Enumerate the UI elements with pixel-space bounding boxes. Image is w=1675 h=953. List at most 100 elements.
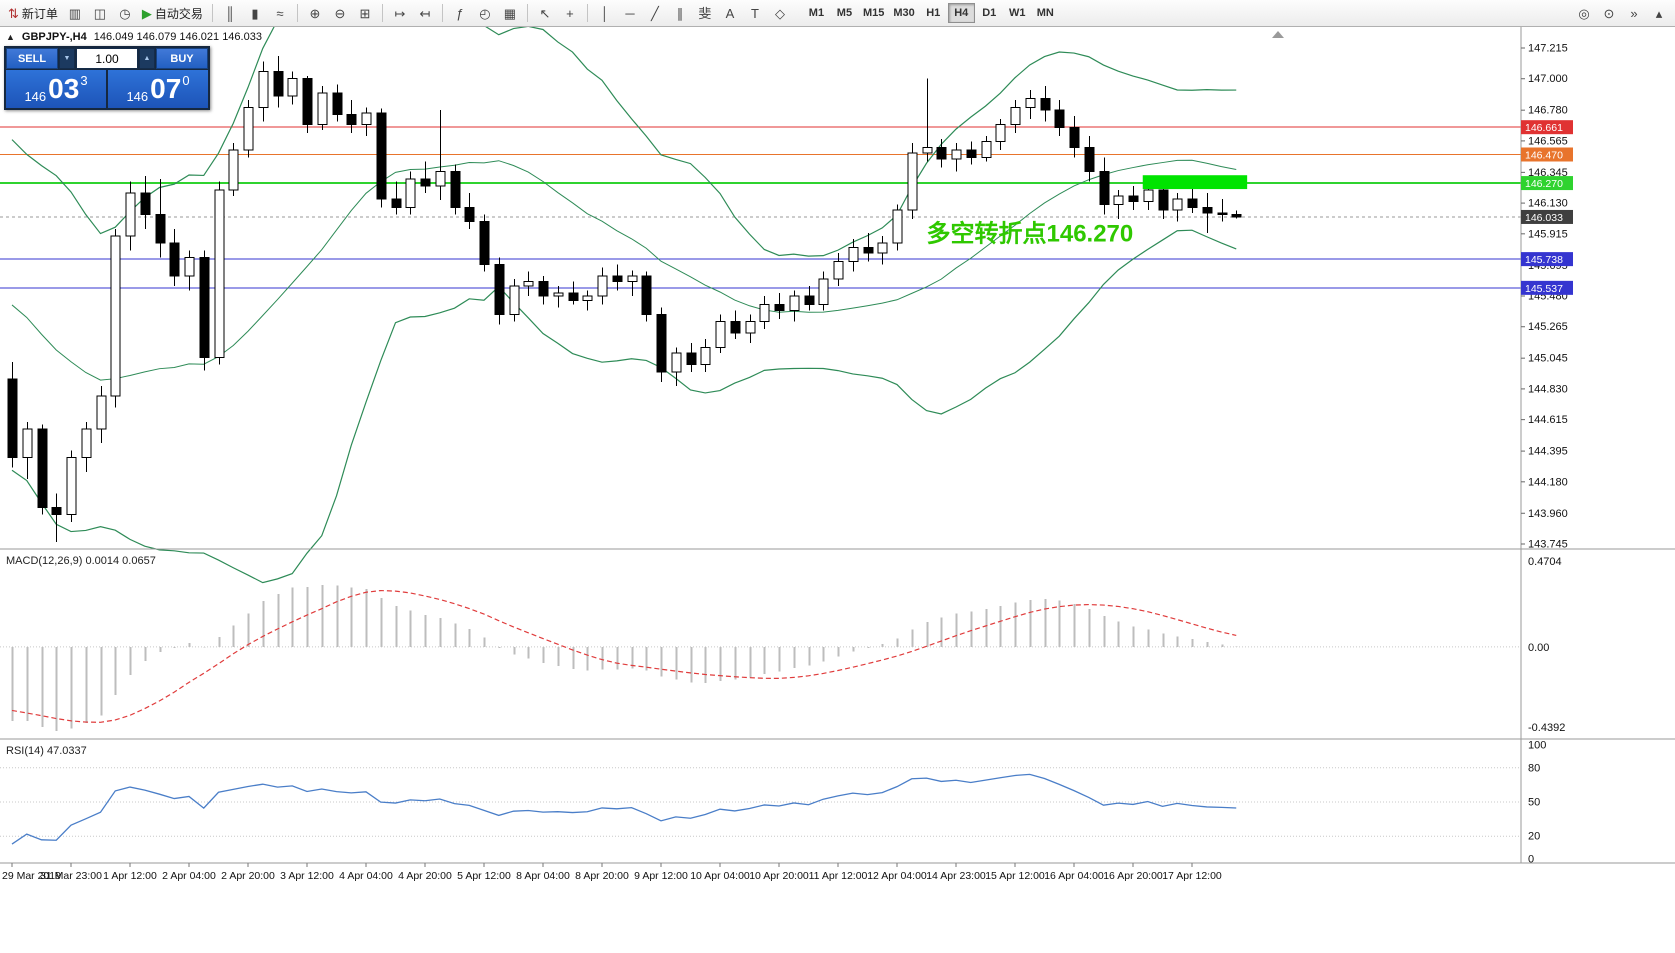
rsi-indicator-label: RSI(14) 47.0337 [6, 745, 87, 757]
rsi-line[interactable] [11, 773, 1237, 845]
indicators-button[interactable]: ƒ [448, 2, 472, 24]
candle-body [774, 304, 785, 311]
candle-body [641, 275, 652, 316]
candle-body [125, 192, 136, 237]
candle-body [1231, 214, 1242, 218]
volume-up-button[interactable]: ▲ [139, 48, 155, 69]
price-tick-label: 147.000 [1528, 73, 1568, 85]
candle-body [184, 256, 195, 277]
sell-button[interactable]: SELL [6, 48, 58, 69]
price-tag-label: 146.661 [1525, 122, 1563, 134]
auto-scroll-button[interactable]: ↦ [388, 2, 412, 24]
timeframe-w1-button[interactable]: W1 [1004, 3, 1031, 23]
timeframe-h1-button[interactable]: H1 [920, 3, 947, 23]
new-order-button[interactable]: ⇅ 新订单 [4, 2, 62, 24]
sell-price-pips: 03 [48, 73, 80, 104]
line-chart-button[interactable]: ≈ [268, 2, 292, 24]
chart-window-button[interactable]: ▥ [63, 2, 87, 24]
buy-price-display[interactable]: 146 07 0 [108, 70, 208, 108]
templates-button[interactable]: ▦ [498, 2, 522, 24]
time-axis-label: 16 Apr 20:00 [1103, 870, 1163, 882]
text-button[interactable]: A [718, 2, 742, 24]
crosshair-icon: + [566, 5, 574, 21]
rsi-scale-label: 20 [1528, 831, 1540, 843]
sell-price-display[interactable]: 146 03 3 [6, 70, 106, 108]
candlestick-chart-button[interactable]: ▮ [243, 2, 267, 24]
chart-shift-marker[interactable] [1272, 31, 1284, 38]
candle-body [1187, 198, 1198, 208]
price-tag-label: 145.738 [1525, 254, 1563, 266]
macd-scale-top: 0.4704 [1528, 556, 1562, 568]
price-tag [1521, 120, 1573, 135]
candle-body [951, 149, 962, 160]
candle-body [818, 278, 829, 306]
price-tick-label: 147.215 [1528, 43, 1568, 55]
timeframe-h4-button[interactable]: H4 [947, 3, 975, 23]
time-axis-label: 2 Apr 20:00 [221, 870, 275, 882]
tile-windows-button[interactable]: ⊞ [353, 2, 377, 24]
candle-body [317, 92, 328, 125]
zoom-out-button[interactable]: ⊖ [328, 2, 352, 24]
bar-chart-button[interactable]: ║ [218, 2, 242, 24]
community-button[interactable]: ◎ [1572, 2, 1596, 24]
autotrading-play-icon: ▶ [141, 5, 152, 21]
timeframe-mn-button[interactable]: MN [1032, 3, 1059, 23]
rsi-pane[interactable] [0, 739, 1675, 863]
autotrading-button[interactable]: ▶ 自动交易 [138, 2, 207, 24]
chart-shift-button[interactable]: ↤ [413, 2, 437, 24]
history-center-button[interactable]: ◷ [113, 2, 137, 24]
timeframe-m30-button[interactable]: M30 [889, 3, 918, 23]
candle-body [346, 113, 357, 125]
candle-body [553, 292, 564, 297]
chart-window-icon: ▥ [68, 5, 82, 21]
candle-body [981, 141, 992, 158]
horizontal-line-button[interactable]: ─ [618, 2, 642, 24]
annotation-text[interactable]: 多空转折点146.270 [927, 220, 1134, 248]
candle-body [494, 264, 505, 316]
trendline-button[interactable]: ╱ [643, 2, 667, 24]
macd-pane[interactable] [0, 549, 1675, 739]
search-button[interactable]: ⊙ [1597, 2, 1621, 24]
volume-input[interactable] [76, 48, 138, 69]
label-button[interactable]: T [743, 2, 767, 24]
bollinger-lower-band[interactable] [11, 229, 1237, 584]
bollinger-upper-band[interactable] [11, 0, 1237, 257]
one-click-collapse-arrow[interactable]: ▲ [6, 32, 15, 42]
crosshair-button[interactable]: + [558, 2, 582, 24]
shapes-icon: ◇ [774, 5, 785, 21]
timeframe-m5-button[interactable]: M5 [831, 3, 858, 23]
shapes-button[interactable]: ◇ [768, 2, 792, 24]
vertical-line-button[interactable]: │ [593, 2, 617, 24]
candle-body [228, 149, 239, 191]
candle-body [1084, 146, 1095, 173]
trade-panel-prices: 146 03 3 146 07 0 [6, 70, 208, 108]
buy-button[interactable]: BUY [156, 48, 208, 69]
annotation-rectangle[interactable] [1142, 175, 1248, 190]
cursor-arrow-icon: ↖ [539, 5, 551, 21]
periods-button[interactable]: ◴ [473, 2, 497, 24]
candle-body [789, 295, 800, 311]
timeframe-d1-button[interactable]: D1 [976, 3, 1003, 23]
fibonacci-icon: 斐 [698, 5, 712, 21]
volume-down-button[interactable]: ▼ [59, 48, 75, 69]
price-tag-label: 146.470 [1525, 149, 1563, 161]
zoom-in-button[interactable]: ⊕ [303, 2, 327, 24]
price-tick-label: 146.345 [1528, 167, 1568, 179]
toolbar-overflow-button[interactable]: » [1622, 2, 1646, 24]
candle-body [51, 507, 62, 516]
time-axis-label: 4 Apr 20:00 [398, 870, 452, 882]
macd-signal-line[interactable] [11, 589, 1237, 723]
channel-button[interactable]: ∥ [668, 2, 692, 24]
fibonacci-button[interactable]: 斐 [693, 2, 717, 24]
profiles-button[interactable]: ◫ [88, 2, 112, 24]
toolbar-collapse-button[interactable]: ▴ [1647, 2, 1671, 24]
timeframe-m1-button[interactable]: M1 [803, 3, 830, 23]
time-axis-label: 10 Apr 04:00 [690, 870, 750, 882]
text-icon: A [725, 5, 735, 21]
timeframe-m15-button[interactable]: M15 [859, 3, 888, 23]
candle-body [597, 275, 608, 297]
price-tick-label: 145.045 [1528, 353, 1568, 365]
cursor-button[interactable]: ↖ [533, 2, 557, 24]
